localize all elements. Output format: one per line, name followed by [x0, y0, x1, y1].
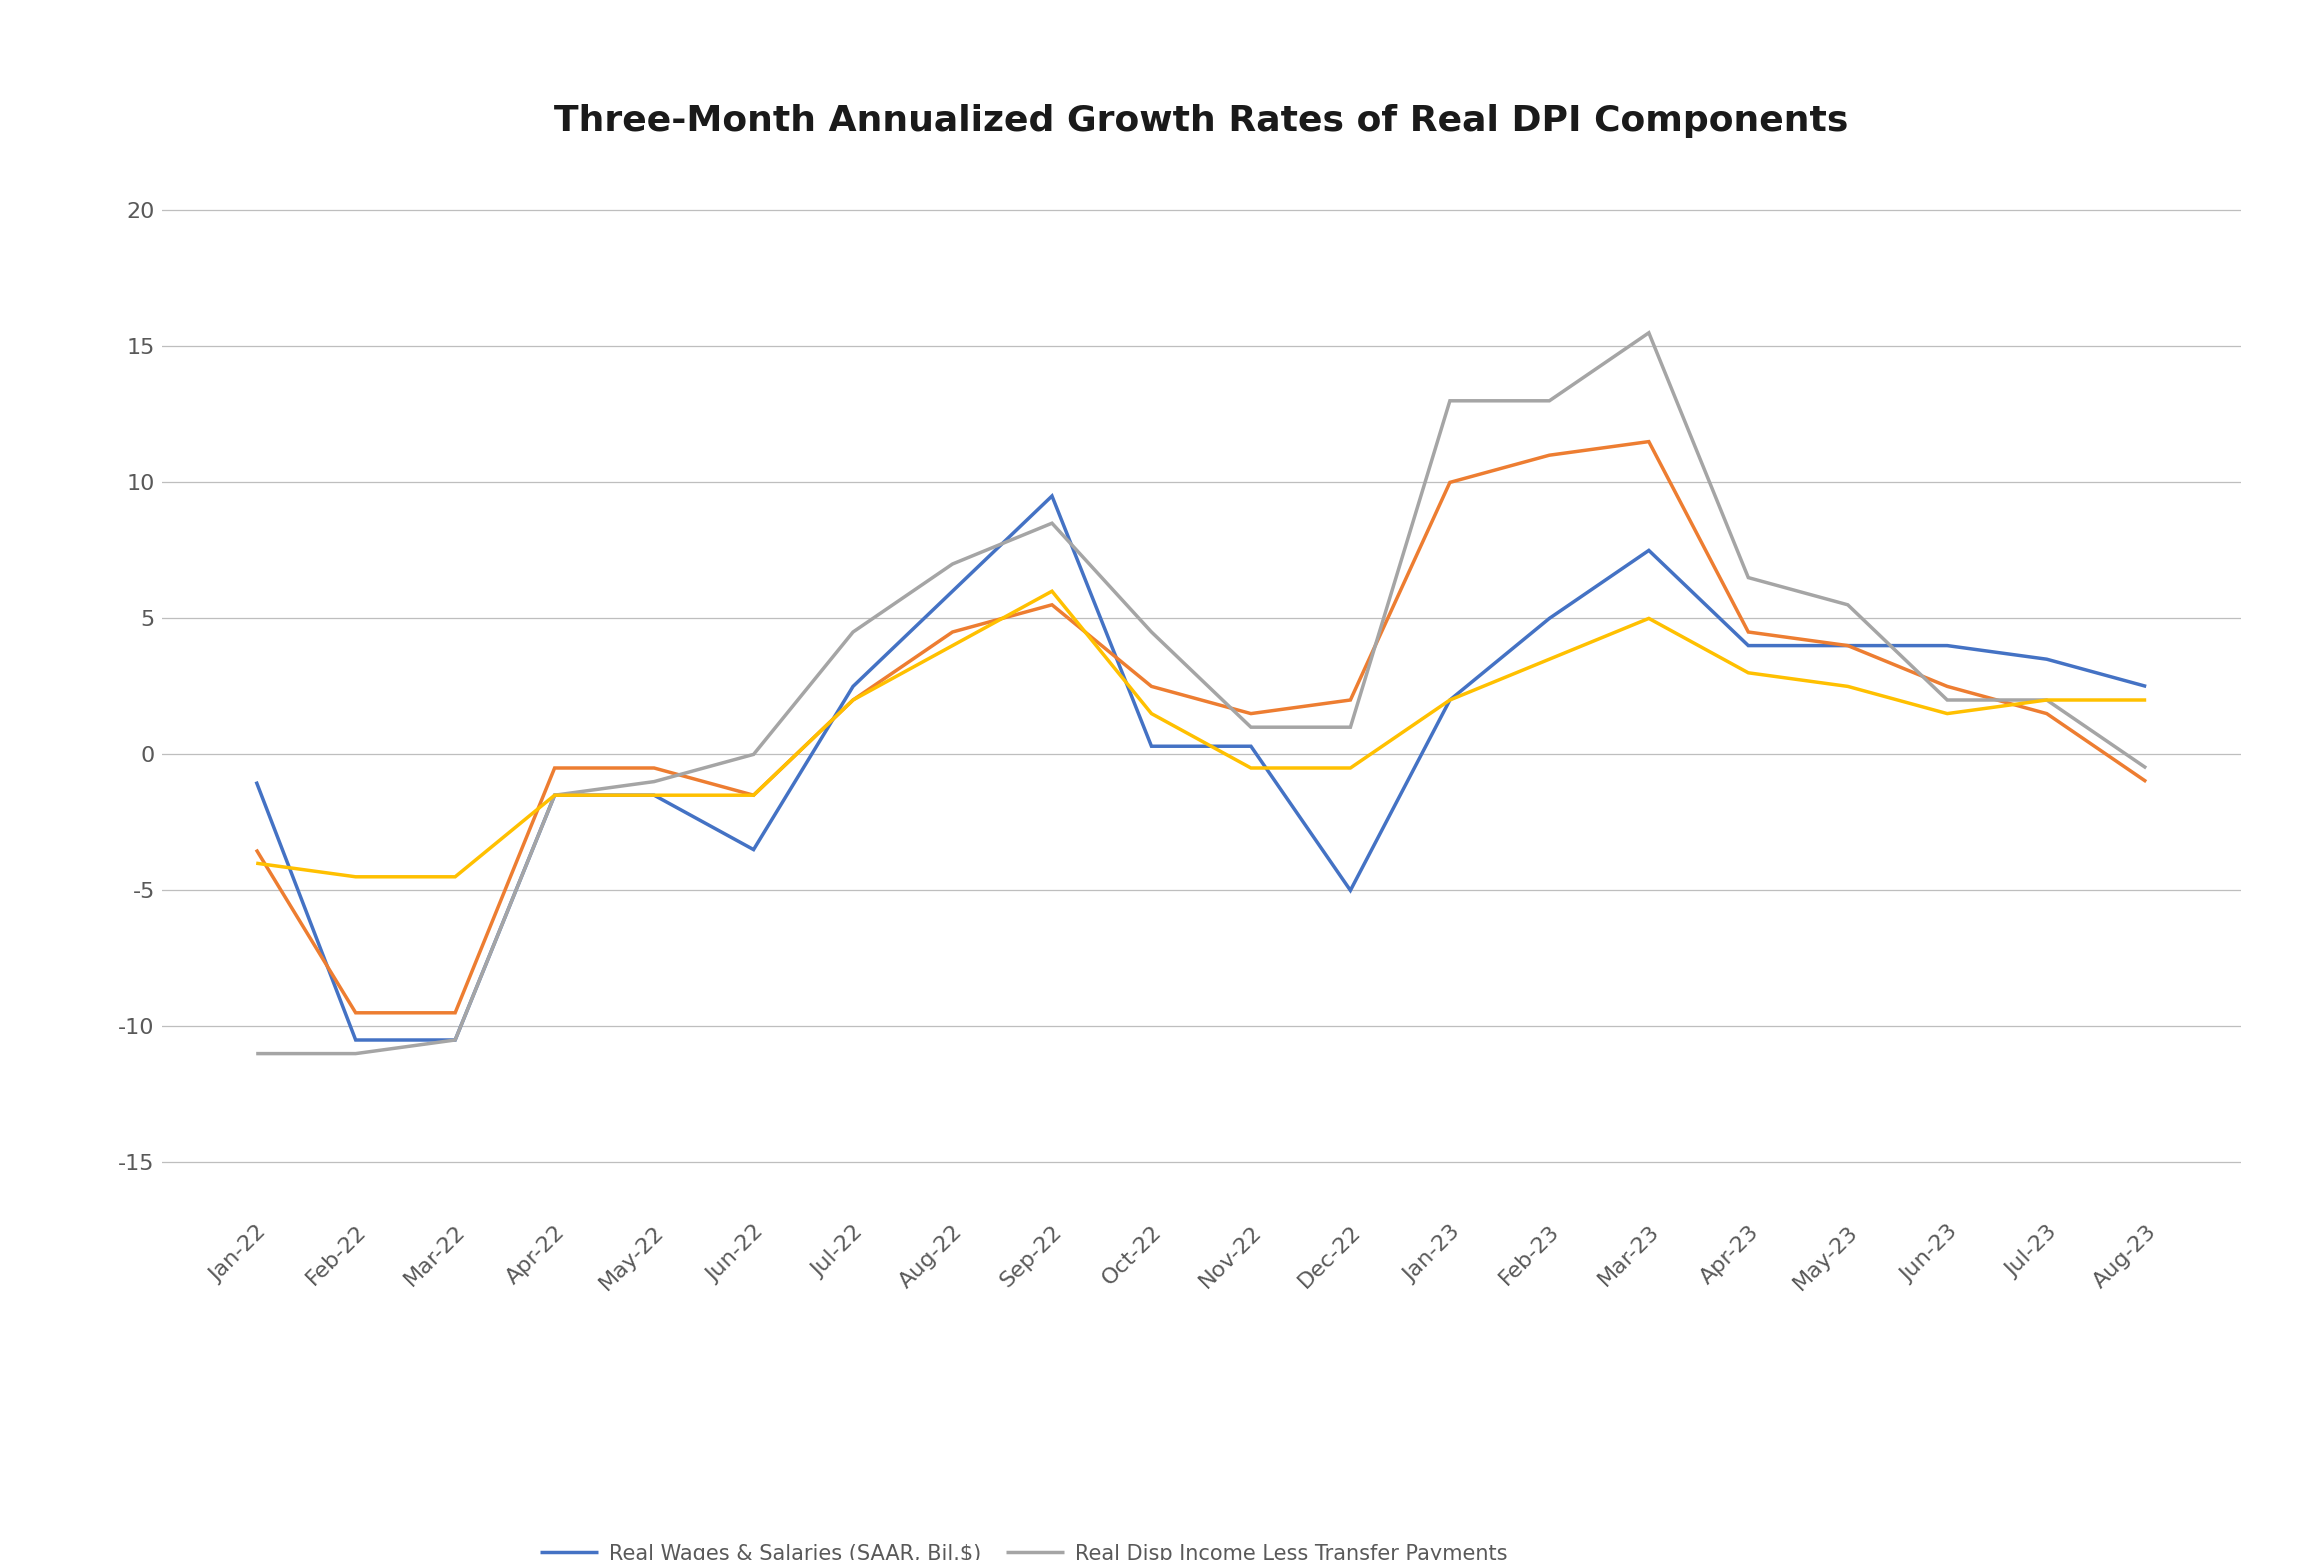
Real Disp Income Less Transfer Payments — [1238, 718, 1266, 736]
Line: Real Disp Income Less Transfer Payments: Real Disp Income Less Transfer Payments — [256, 332, 2146, 1053]
Real Wages & Salaries (SAAR, Bil.$) — [342, 1031, 370, 1050]
Real Disp Income Less Transfer Payments — [2132, 758, 2160, 777]
Real personal income ex transfer payments — [2132, 691, 2160, 710]
Real personal income ex transfer payments — [1437, 691, 1465, 710]
Real Personal Disposable Income — [1137, 677, 1164, 696]
Real Disp Income Less Transfer Payments — [342, 1044, 370, 1062]
Real Personal Disposable Income — [441, 1003, 469, 1022]
Real Wages & Salaries (SAAR, Bil.$) — [1635, 541, 1663, 560]
Real Wages & Salaries (SAAR, Bil.$) — [1834, 636, 1862, 655]
Real Wages & Salaries (SAAR, Bil.$) — [1735, 636, 1763, 655]
Real Personal Disposable Income — [1735, 622, 1763, 641]
Line: Real Personal Disposable Income: Real Personal Disposable Income — [256, 441, 2146, 1012]
Legend: Real Wages & Salaries (SAAR, Bil.$), Real Personal Disposable Income, Real Disp : Real Wages & Salaries (SAAR, Bil.$), Rea… — [531, 1535, 1538, 1560]
Real Disp Income Less Transfer Payments — [1834, 596, 1862, 615]
Real Disp Income Less Transfer Payments — [1933, 691, 1961, 710]
Real Wages & Salaries (SAAR, Bil.$) — [1933, 636, 1961, 655]
Real personal income ex transfer payments — [739, 786, 767, 805]
Real Disp Income Less Transfer Payments — [541, 786, 568, 805]
Real Personal Disposable Income — [1337, 691, 1365, 710]
Real personal income ex transfer payments — [1735, 663, 1763, 682]
Title: Three-Month Annualized Growth Rates of Real DPI Components: Three-Month Annualized Growth Rates of R… — [554, 105, 1848, 137]
Real Personal Disposable Income — [2132, 772, 2160, 791]
Real Wages & Salaries (SAAR, Bil.$) — [1536, 608, 1564, 627]
Real personal income ex transfer payments — [1536, 651, 1564, 669]
Real Personal Disposable Income — [938, 622, 966, 641]
Real personal income ex transfer payments — [640, 786, 668, 805]
Real Personal Disposable Income — [243, 841, 270, 860]
Real personal income ex transfer payments — [441, 867, 469, 886]
Real Disp Income Less Transfer Payments — [1337, 718, 1365, 736]
Real personal income ex transfer payments — [541, 786, 568, 805]
Real Wages & Salaries (SAAR, Bil.$) — [243, 772, 270, 791]
Real Wages & Salaries (SAAR, Bil.$) — [1037, 487, 1065, 505]
Real Wages & Salaries (SAAR, Bil.$) — [1337, 881, 1365, 900]
Real Wages & Salaries (SAAR, Bil.$) — [1238, 736, 1266, 755]
Real Disp Income Less Transfer Payments — [938, 555, 966, 574]
Real Disp Income Less Transfer Payments — [441, 1031, 469, 1050]
Real Personal Disposable Income — [2033, 704, 2061, 722]
Real personal income ex transfer payments — [938, 636, 966, 655]
Real Personal Disposable Income — [839, 691, 866, 710]
Real Disp Income Less Transfer Payments — [739, 746, 767, 764]
Real personal income ex transfer payments — [342, 867, 370, 886]
Real Wages & Salaries (SAAR, Bil.$) — [1137, 736, 1164, 755]
Real personal income ex transfer payments — [1933, 704, 1961, 722]
Real Wages & Salaries (SAAR, Bil.$) — [2033, 651, 2061, 669]
Real personal income ex transfer payments — [1137, 704, 1164, 722]
Real Personal Disposable Income — [1834, 636, 1862, 655]
Real Personal Disposable Income — [1933, 677, 1961, 696]
Line: Real Wages & Salaries (SAAR, Bil.$): Real Wages & Salaries (SAAR, Bil.$) — [256, 496, 2146, 1041]
Real personal income ex transfer payments — [2033, 691, 2061, 710]
Real Wages & Salaries (SAAR, Bil.$) — [2132, 677, 2160, 696]
Real personal income ex transfer payments — [1238, 758, 1266, 777]
Real Disp Income Less Transfer Payments — [1635, 323, 1663, 342]
Real Disp Income Less Transfer Payments — [243, 1044, 270, 1062]
Real Personal Disposable Income — [1437, 473, 1465, 491]
Real personal income ex transfer payments — [1337, 758, 1365, 777]
Real Wages & Salaries (SAAR, Bil.$) — [839, 677, 866, 696]
Real Personal Disposable Income — [640, 758, 668, 777]
Real Personal Disposable Income — [1238, 704, 1266, 722]
Real Wages & Salaries (SAAR, Bil.$) — [640, 786, 668, 805]
Real Personal Disposable Income — [1037, 596, 1065, 615]
Real Wages & Salaries (SAAR, Bil.$) — [1437, 691, 1465, 710]
Real personal income ex transfer payments — [1635, 608, 1663, 627]
Real Disp Income Less Transfer Payments — [1437, 392, 1465, 410]
Real Wages & Salaries (SAAR, Bil.$) — [541, 786, 568, 805]
Real Disp Income Less Transfer Payments — [1037, 513, 1065, 532]
Real personal income ex transfer payments — [839, 691, 866, 710]
Real Wages & Salaries (SAAR, Bil.$) — [739, 841, 767, 860]
Real Personal Disposable Income — [739, 786, 767, 805]
Real Personal Disposable Income — [541, 758, 568, 777]
Real personal income ex transfer payments — [243, 853, 270, 872]
Real Personal Disposable Income — [1536, 446, 1564, 465]
Real Wages & Salaries (SAAR, Bil.$) — [938, 582, 966, 601]
Real Wages & Salaries (SAAR, Bil.$) — [441, 1031, 469, 1050]
Real Disp Income Less Transfer Payments — [2033, 691, 2061, 710]
Real personal income ex transfer payments — [1834, 677, 1862, 696]
Real personal income ex transfer payments — [1037, 582, 1065, 601]
Line: Real personal income ex transfer payments: Real personal income ex transfer payment… — [256, 591, 2146, 877]
Real Disp Income Less Transfer Payments — [1735, 568, 1763, 587]
Real Disp Income Less Transfer Payments — [1137, 622, 1164, 641]
Real Disp Income Less Transfer Payments — [1536, 392, 1564, 410]
Real Personal Disposable Income — [1635, 432, 1663, 451]
Real Disp Income Less Transfer Payments — [839, 622, 866, 641]
Real Disp Income Less Transfer Payments — [640, 772, 668, 791]
Real Personal Disposable Income — [342, 1003, 370, 1022]
